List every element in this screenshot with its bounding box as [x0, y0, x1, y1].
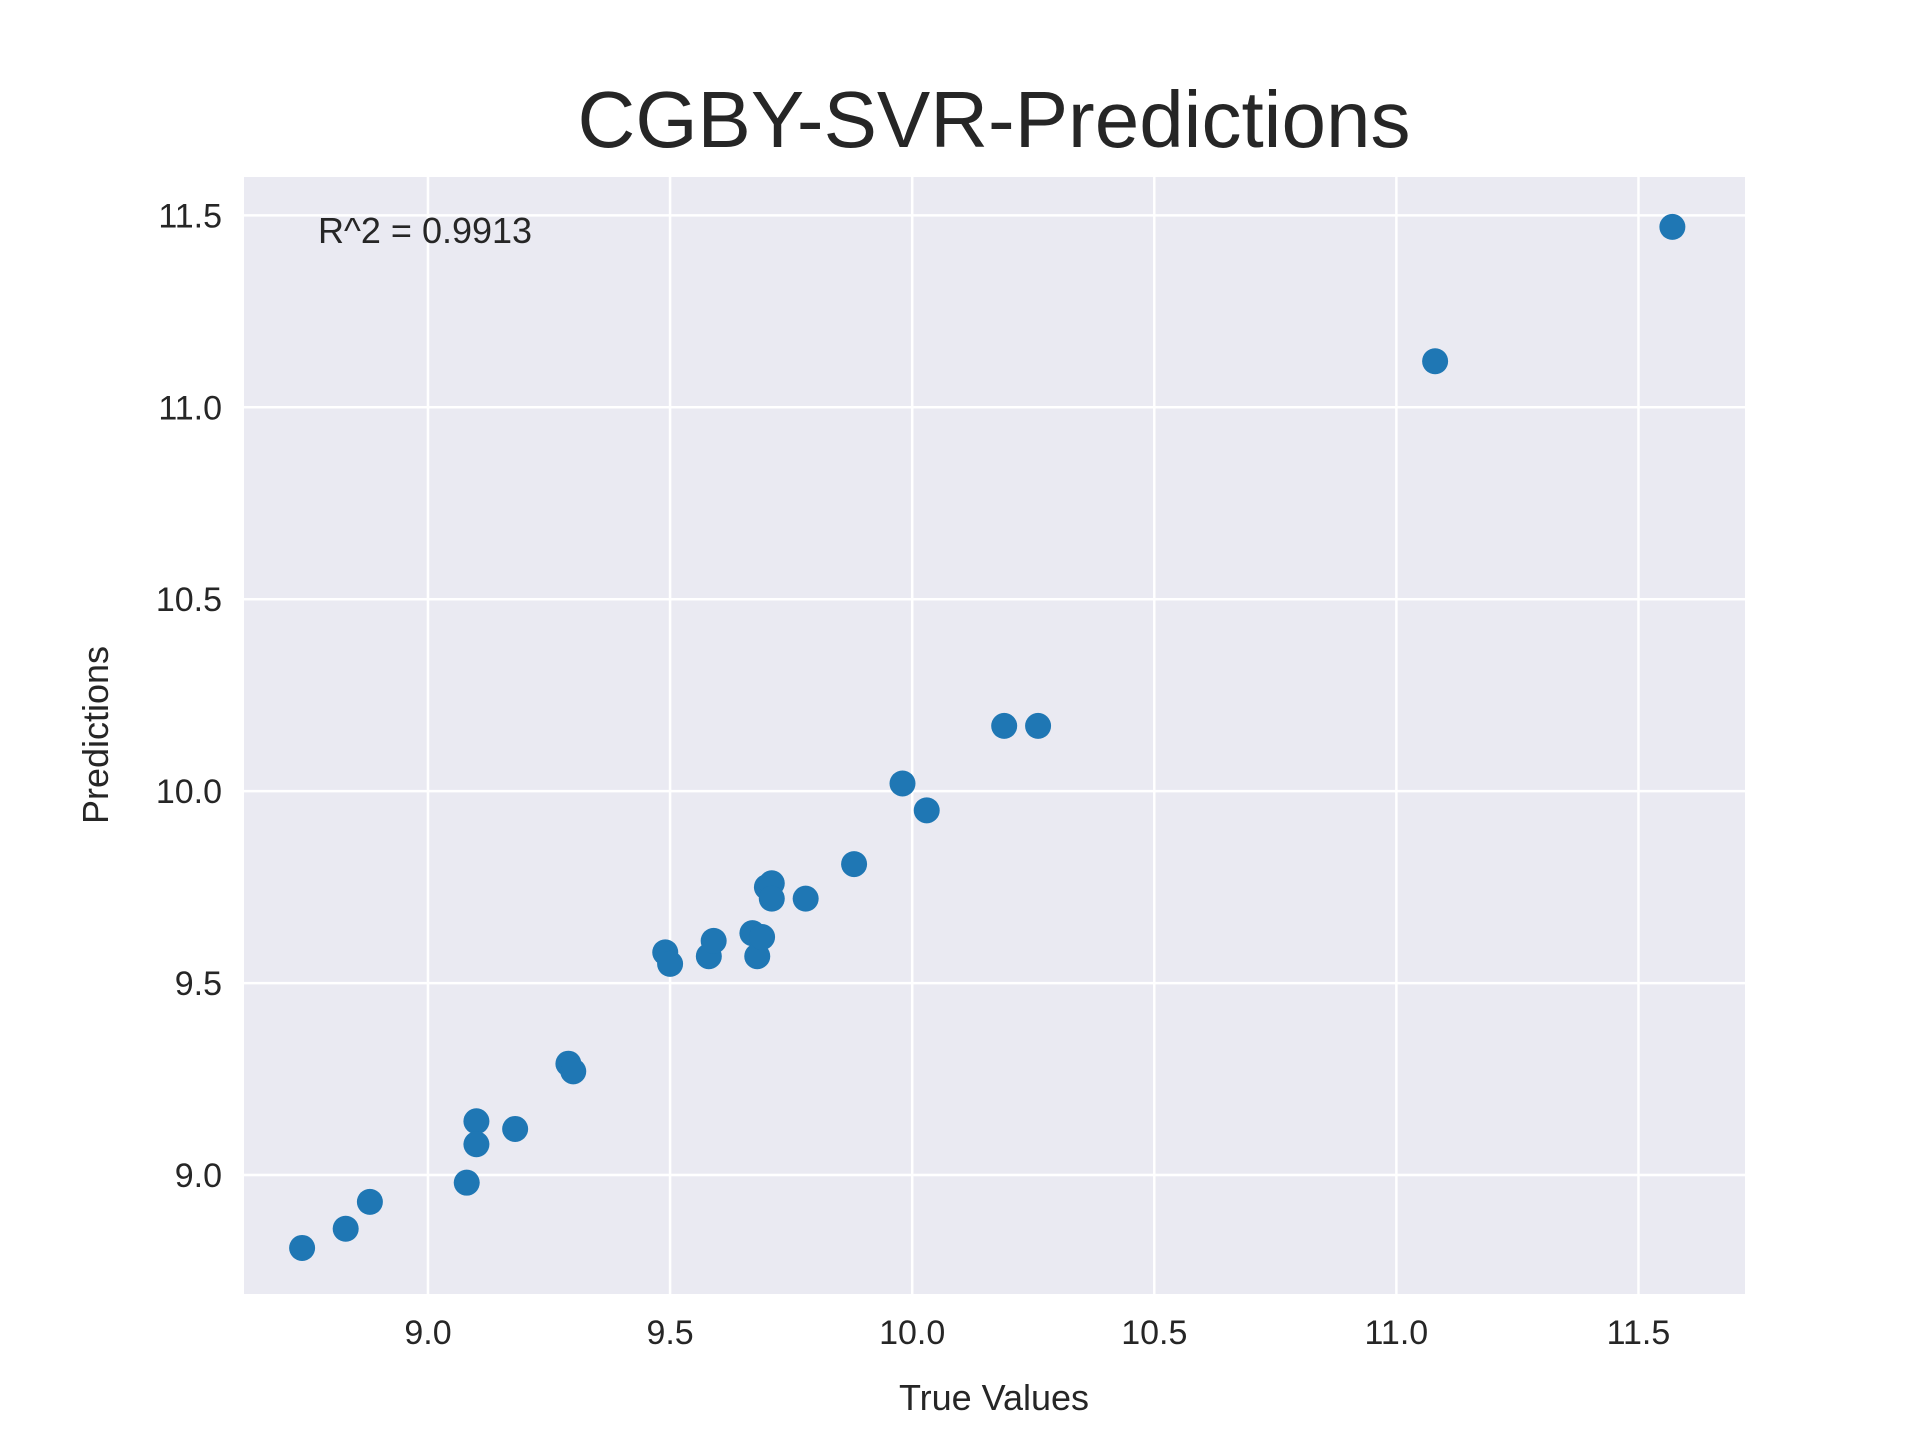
data-point: [657, 950, 684, 977]
y-tick-label: 11.5: [158, 197, 222, 235]
y-tick-label: 9.0: [175, 1157, 222, 1195]
data-point: [758, 885, 785, 912]
r-squared-annotation: R^2 = 0.9913: [318, 210, 532, 251]
data-point: [913, 797, 940, 824]
y-tick-label: 9.5: [175, 965, 222, 1003]
x-axis-label: True Values: [899, 1377, 1089, 1418]
chart-title: CGBY-SVR-Predictions: [578, 75, 1411, 164]
plot-area: [244, 177, 1745, 1294]
data-point: [502, 1115, 529, 1142]
data-point: [453, 1169, 480, 1196]
y-tick-label: 11.0: [158, 389, 222, 427]
x-tick-label: 11.0: [1365, 1314, 1429, 1352]
data-point: [289, 1234, 316, 1261]
data-point: [889, 770, 916, 797]
data-point: [560, 1058, 587, 1085]
data-point: [356, 1188, 383, 1215]
tick-labels: 9.0 9.5 10.0 10.5 11.0 11.5 9.0 9.5 10.0 10.5 11.0…: [156, 197, 1670, 1352]
x-tick-label: 9.0: [404, 1314, 451, 1352]
data-point: [463, 1131, 490, 1158]
x-tick-label: 10.5: [1121, 1314, 1187, 1352]
data-point: [841, 851, 868, 878]
x-tick-label: 11.5: [1607, 1314, 1671, 1352]
data-points: [289, 213, 1686, 1261]
data-point: [792, 885, 819, 912]
y-axis-label: Predictions: [75, 646, 116, 824]
data-point: [749, 924, 776, 951]
data-point: [1025, 712, 1052, 739]
grid: [244, 177, 1745, 1294]
data-point: [1422, 348, 1449, 375]
x-tick-label: 10.0: [879, 1314, 945, 1352]
x-tick-label: 9.5: [646, 1314, 693, 1352]
data-point: [463, 1108, 490, 1135]
data-point: [1659, 213, 1686, 240]
y-tick-label: 10.5: [156, 581, 222, 619]
y-tick-label: 10.0: [156, 773, 222, 811]
data-point: [991, 712, 1018, 739]
data-point: [332, 1215, 359, 1242]
data-point: [700, 927, 727, 954]
